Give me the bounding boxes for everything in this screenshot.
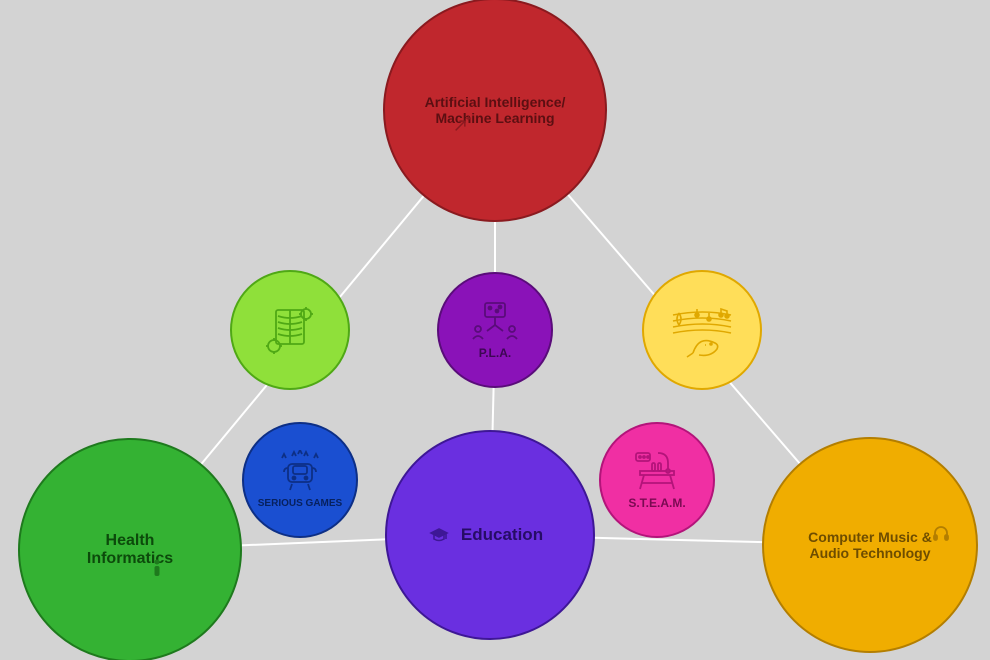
node-label: Education (453, 525, 551, 545)
node-edu: Education (385, 430, 595, 640)
headphones-icon (932, 525, 950, 541)
node-label: Artificial Intelligence/ Machine Learnin… (417, 94, 574, 126)
node-label-row: Education (429, 525, 551, 545)
grad-cap-icon (429, 527, 449, 543)
node-steam: S.T.E.A.M. (599, 422, 715, 538)
node-health: Health Informatics (18, 438, 242, 660)
node-label: Computer Music & Audio Technology (800, 529, 940, 561)
node-label: P.L.A. (471, 347, 519, 361)
ribcage-virus-icon (260, 300, 320, 360)
node-label: SERIOUS GAMES (250, 498, 350, 510)
node-serious: SERIOUS GAMES (242, 422, 358, 538)
node-ai: Artificial Intelligence/ Machine Learnin… (383, 0, 607, 222)
easel-people-icon (470, 299, 520, 343)
node-music_mid (642, 270, 762, 390)
diagram-canvas: Artificial Intelligence/ Machine Learnin… (0, 0, 990, 660)
bird-music-icon (667, 301, 737, 359)
info-dot-icon (150, 559, 164, 577)
node-label: S.T.E.A.M. (620, 497, 693, 511)
sparkle-arrow-icon (452, 112, 474, 134)
node-pla: P.L.A. (437, 272, 553, 388)
gamepad-stars-icon (272, 450, 328, 494)
table-tubes-icon (630, 449, 684, 493)
node-label: Health Informatics (79, 532, 181, 569)
node-music: Computer Music & Audio Technology (762, 437, 978, 653)
node-health_mid (230, 270, 350, 390)
